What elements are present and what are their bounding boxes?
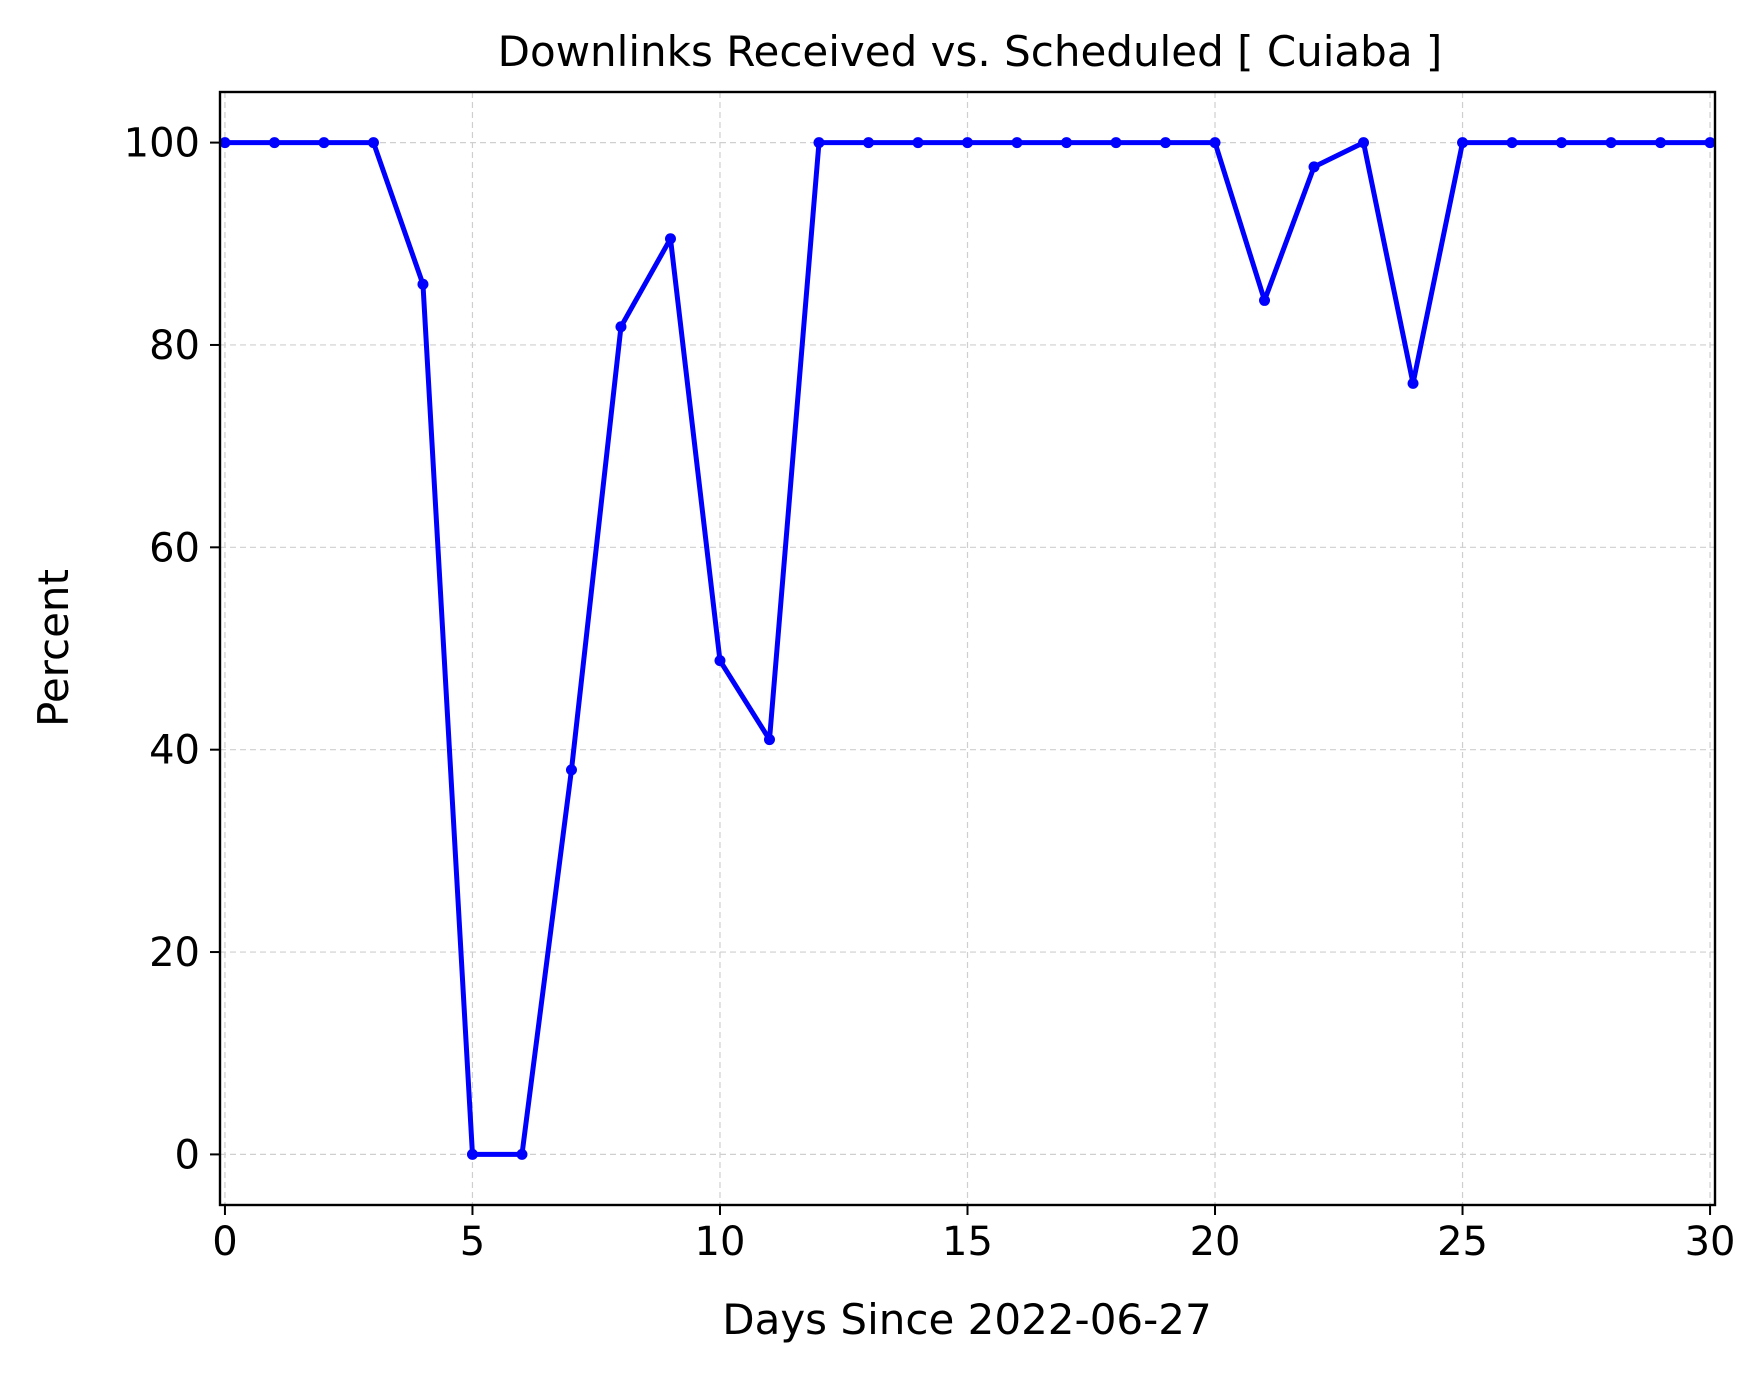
data-point-0-18 <box>1110 137 1122 149</box>
x-tick-label-3: 15 <box>942 1219 993 1265</box>
data-point-0-14 <box>912 137 924 149</box>
data-point-0-20 <box>1209 137 1221 149</box>
data-point-0-8 <box>615 321 627 333</box>
y-tick-label-4: 80 <box>149 323 200 369</box>
data-point-0-17 <box>1061 137 1073 149</box>
data-point-0-2 <box>318 137 330 149</box>
y-axis-label: Percent <box>29 569 78 727</box>
data-point-0-21 <box>1259 294 1271 306</box>
y-tick-label-1: 20 <box>149 930 200 976</box>
data-point-0-25 <box>1457 137 1469 149</box>
data-point-0-28 <box>1605 137 1617 149</box>
y-tick-label-2: 40 <box>149 728 200 774</box>
x-tick-label-1: 5 <box>460 1219 485 1265</box>
data-point-0-13 <box>862 137 874 149</box>
data-point-0-6 <box>516 1148 528 1160</box>
data-point-0-29 <box>1655 137 1667 149</box>
data-point-0-24 <box>1407 377 1419 389</box>
data-point-0-19 <box>1160 137 1172 149</box>
data-point-0-3 <box>367 137 379 149</box>
x-tick-label-6: 30 <box>1685 1219 1736 1265</box>
data-point-0-7 <box>565 764 577 776</box>
data-point-0-1 <box>268 137 280 149</box>
data-point-0-10 <box>714 655 726 667</box>
data-point-0-23 <box>1358 137 1370 149</box>
data-point-0-22 <box>1308 161 1320 173</box>
data-point-0-5 <box>466 1148 478 1160</box>
data-point-0-9 <box>664 233 676 245</box>
x-axis-label: Days Since 2022-06-27 <box>722 1295 1211 1344</box>
chart-title: Downlinks Received vs. Scheduled [ Cuiab… <box>498 27 1443 76</box>
x-tick-label-2: 10 <box>695 1219 746 1265</box>
series-layer <box>219 137 1716 1160</box>
data-point-0-15 <box>962 137 973 149</box>
data-point-0-0 <box>219 137 231 149</box>
x-tick-label-5: 25 <box>1437 1219 1488 1265</box>
data-point-0-11 <box>763 734 775 746</box>
data-point-0-16 <box>1011 137 1023 149</box>
x-tick-label-4: 20 <box>1190 1219 1241 1265</box>
y-tick-label-5: 100 <box>124 121 200 167</box>
data-point-0-4 <box>417 278 429 290</box>
axis-ticks: 0 5 10 15 20 25 30 0 20 40 60 80 100 <box>124 121 1736 1265</box>
data-point-0-27 <box>1556 137 1568 149</box>
data-point-0-26 <box>1506 137 1518 149</box>
y-tick-label-3: 60 <box>149 525 200 571</box>
data-point-0-30 <box>1704 137 1716 149</box>
y-tick-label-0: 0 <box>175 1132 200 1178</box>
x-tick-label-0: 0 <box>212 1219 237 1265</box>
data-point-0-12 <box>813 137 825 149</box>
